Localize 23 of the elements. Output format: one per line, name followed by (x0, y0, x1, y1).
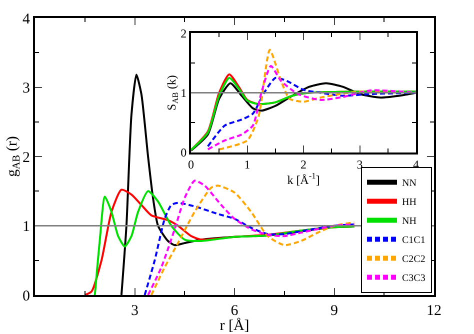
x-tick-label: 3 (131, 303, 138, 319)
x-tick-label: 2 (300, 158, 307, 172)
x-axis-title: r [Å] (220, 317, 250, 334)
y-tick-label: 1 (180, 86, 187, 100)
y-tick-label: 0 (22, 288, 30, 304)
y-tick-label: 1 (22, 219, 30, 235)
y-tick-label: 3 (22, 80, 30, 96)
legend-label: C1C1 (402, 235, 426, 246)
x-tick-label: 9 (330, 303, 338, 319)
legend-label: HH (402, 197, 416, 208)
legend-label: C2C2 (402, 254, 426, 266)
legend-label: C3C3 (402, 273, 426, 284)
legend-label: NN (402, 178, 416, 190)
legend-label: NH (402, 216, 416, 228)
x-tick-label: 12 (426, 303, 442, 319)
line-series (206, 64, 416, 150)
x-tick-label: 6 (230, 303, 239, 319)
line-series (144, 202, 356, 295)
x-axis-title: k [Å$^{-1}$] (287, 172, 320, 187)
y-tick-label: 0 (180, 146, 187, 160)
x-tick-label: 1 (244, 158, 250, 172)
y-tick-label: 2 (180, 26, 187, 40)
y-tick-label: 4 (22, 11, 30, 28)
